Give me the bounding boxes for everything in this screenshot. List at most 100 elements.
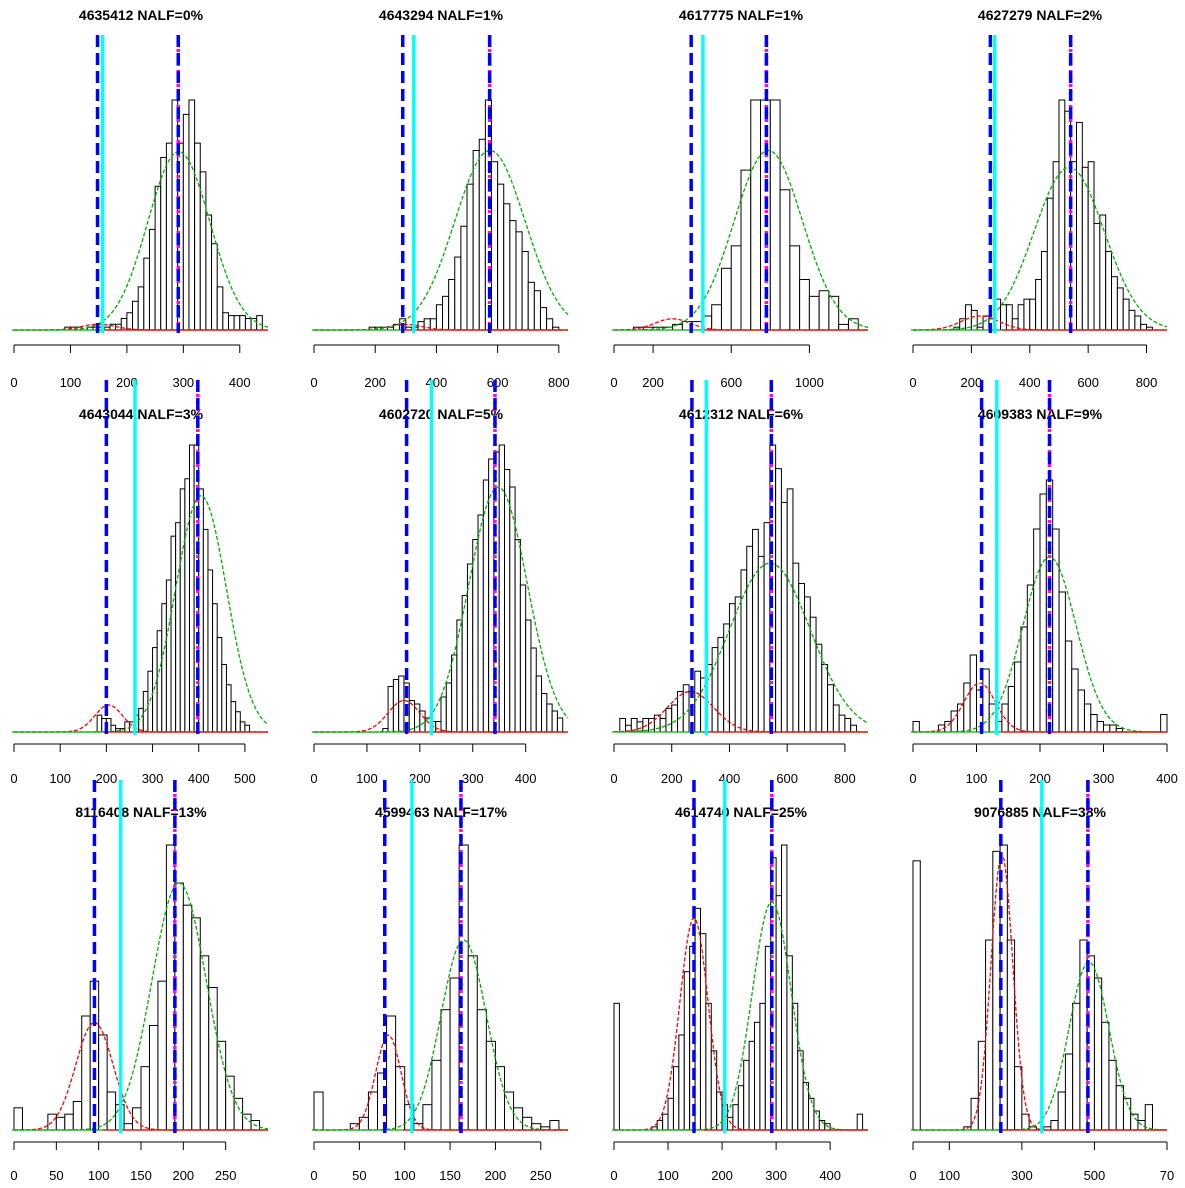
- histogram-bar: [497, 183, 505, 331]
- histogram-bar: [485, 1040, 496, 1131]
- histogram-panel: 4635412 NALF=0% 0 100 200 300 400: [10, 7, 269, 390]
- histogram-bar: [969, 654, 978, 733]
- histogram-bar: [1111, 276, 1118, 331]
- histogram-bar: [509, 220, 517, 331]
- histogram-bar: [515, 231, 523, 331]
- x-tick-label: 0: [310, 1168, 317, 1183]
- histogram-panel: 4599463 NALF=17% 0 50 100 150 200 250: [310, 780, 569, 1183]
- histogram-bar: [143, 257, 150, 331]
- histogram-bar: [147, 670, 154, 733]
- green-fit-curve: [613, 562, 869, 733]
- x-tick-label: 500: [234, 771, 256, 786]
- x-tick-label: 50: [49, 1168, 63, 1183]
- histogram-bar: [478, 138, 486, 331]
- histogram-bar: [230, 701, 237, 733]
- histogram-bar: [740, 569, 748, 733]
- histogram-bar: [461, 595, 468, 733]
- histogram-bar: [1140, 323, 1148, 331]
- x-tick-label: 800: [1136, 375, 1158, 390]
- histogram-bar: [472, 149, 480, 331]
- green-fit-curve: [614, 149, 869, 331]
- panel-title: 4643044 NALF=3%: [79, 406, 204, 422]
- histogram-bar: [1014, 661, 1022, 733]
- histogram-bar: [148, 228, 156, 331]
- x-tick-label: 800: [834, 771, 856, 786]
- histogram-bar: [194, 142, 201, 331]
- histogram-bar: [1020, 626, 1028, 733]
- histogram-bar: [440, 1009, 451, 1131]
- histogram-bar: [856, 1113, 864, 1131]
- histogram-bar: [1033, 528, 1041, 733]
- histogram-bar: [448, 279, 456, 331]
- histogram-bar: [992, 850, 1001, 1131]
- histogram-bar: [477, 514, 484, 733]
- x-tick-label: 0: [610, 1168, 617, 1183]
- histogram-bar: [1099, 214, 1107, 331]
- histogram-bar: [165, 142, 173, 331]
- green-fit-curve: [913, 166, 1168, 331]
- histogram-bar: [1115, 1085, 1124, 1131]
- histogram-bar: [549, 1120, 560, 1131]
- x-tick-label: 400: [819, 1168, 841, 1183]
- histogram-bar: [13, 1107, 23, 1131]
- histogram-bar: [1029, 298, 1037, 331]
- histogram-bar: [665, 707, 673, 733]
- histogram-bar: [786, 488, 794, 733]
- histogram-bar: [808, 295, 820, 331]
- histogram-bar: [55, 1116, 66, 1131]
- histogram-bar: [445, 682, 453, 733]
- histogram-bar: [1064, 640, 1073, 733]
- histogram-bar: [723, 623, 730, 733]
- histogram-bar: [1093, 222, 1101, 331]
- histogram-panel: 4643294 NALF=1% 0 200 400 600 800: [310, 7, 569, 390]
- histogram-bar: [525, 619, 532, 733]
- x-tick-label: 0: [310, 771, 317, 786]
- histogram-bar: [1077, 689, 1085, 733]
- histogram-bar: [142, 690, 149, 733]
- histogram-bar: [821, 663, 829, 733]
- histogram-bar: [716, 1091, 723, 1131]
- histogram-bar: [763, 522, 771, 733]
- histogram-bar: [225, 1075, 235, 1131]
- histogram-panel: 4627279 NALF=2% 0 200 400 600 800: [909, 7, 1168, 390]
- x-tick-label: 0: [610, 375, 617, 390]
- panel-title: 4614740 NALF=25%: [675, 804, 807, 820]
- histogram-bar: [211, 243, 218, 331]
- histogram-bar: [1058, 591, 1066, 733]
- histogram-bar: [1039, 493, 1047, 733]
- histogram-bar: [440, 696, 447, 733]
- histogram-bar: [235, 711, 241, 733]
- histogram-bar: [467, 955, 478, 1131]
- histogram-bar: [748, 1040, 756, 1131]
- histogram-bar: [780, 501, 788, 733]
- histogram-bar: [556, 717, 564, 733]
- histogram-bar: [191, 917, 201, 1131]
- histogram-bar: [970, 1097, 979, 1131]
- x-tick-label: 100: [88, 1168, 110, 1183]
- histogram-bar: [977, 1040, 987, 1131]
- histogram-bar: [435, 304, 444, 331]
- histogram-bar: [539, 307, 548, 331]
- histogram-bar: [179, 488, 186, 733]
- histogram-bar: [216, 286, 224, 331]
- x-tick-label: 200: [116, 375, 138, 390]
- histogram-panel: 4602720 NALF=5% 0 100 200 300 400: [310, 380, 569, 786]
- x-tick-label: 0: [909, 771, 916, 786]
- histogram-panel: 4609383 NALF=9% 0 100 200 300 400: [909, 380, 1178, 786]
- x-tick-label: 50: [352, 1168, 366, 1183]
- histogram-bar: [521, 250, 529, 331]
- histogram-bar: [1103, 724, 1111, 733]
- histogram-bar: [482, 479, 490, 733]
- histogram-bar: [912, 860, 921, 1131]
- histogram-bar: [233, 1097, 244, 1131]
- histogram-bar: [963, 682, 971, 733]
- histogram-bar: [182, 113, 190, 331]
- panel-title: 4609383 NALF=9%: [978, 406, 1103, 422]
- histogram-bar: [244, 318, 252, 331]
- histogram-panel: 4614740 NALF=25% 0 100 200 300 400: [610, 780, 868, 1183]
- histogram-bar: [1160, 714, 1168, 733]
- x-tick-label: 0: [610, 771, 617, 786]
- histogram-bar: [759, 1002, 766, 1131]
- histogram-bar: [454, 256, 462, 331]
- histogram-bar: [728, 603, 736, 733]
